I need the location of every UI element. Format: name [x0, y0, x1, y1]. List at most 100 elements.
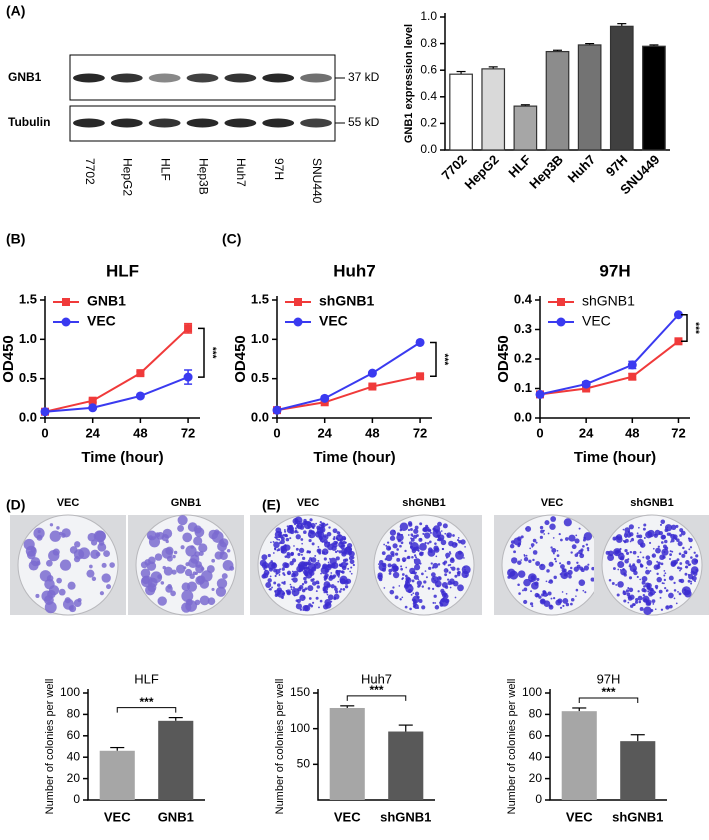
- colony: [193, 536, 203, 546]
- colony: [669, 558, 671, 560]
- colony: [405, 566, 408, 569]
- colony: [642, 556, 645, 559]
- colony: [316, 585, 320, 589]
- colony: [418, 537, 423, 542]
- colony: [274, 574, 277, 578]
- colony: [590, 577, 595, 582]
- colony: [434, 547, 440, 553]
- colony: [513, 537, 522, 546]
- colony: [568, 574, 572, 579]
- colony: [567, 569, 573, 576]
- colony: [623, 593, 626, 596]
- colony: [685, 552, 688, 555]
- colony: [417, 585, 420, 588]
- marker: [88, 396, 97, 405]
- colony: [318, 606, 320, 609]
- y-tick-label: 0.5: [251, 370, 269, 385]
- colony: [165, 546, 174, 555]
- colony: [465, 574, 468, 577]
- colony: [688, 548, 691, 551]
- colony: [643, 536, 646, 540]
- colony: [388, 568, 393, 573]
- colony: [552, 537, 555, 539]
- colony: [690, 582, 693, 585]
- colony: [324, 573, 329, 578]
- colony: [157, 596, 167, 606]
- blot-band: [224, 118, 257, 128]
- colony: [263, 568, 266, 570]
- colony: [664, 587, 667, 590]
- legend-marker: [556, 317, 566, 327]
- colony: [448, 571, 452, 574]
- colony: [407, 588, 412, 594]
- colony: [530, 590, 533, 593]
- colony: [663, 570, 666, 572]
- y-tick-label: 0.3: [514, 321, 532, 336]
- colony: [281, 581, 284, 584]
- colony: [612, 567, 616, 571]
- colony: [419, 552, 423, 556]
- colony: [396, 548, 399, 551]
- marker: [367, 368, 377, 378]
- legend-label: VEC: [582, 313, 611, 329]
- colony: [377, 563, 380, 566]
- colony: [328, 557, 331, 560]
- colony: [195, 564, 204, 574]
- colony: [629, 540, 632, 543]
- colony: [402, 559, 406, 563]
- colony: [171, 569, 177, 575]
- colony: [517, 583, 520, 587]
- colony: [378, 563, 387, 572]
- colony: [679, 534, 682, 537]
- colony: [199, 595, 210, 606]
- colony: [48, 549, 60, 562]
- colony: [349, 570, 352, 573]
- colony: [523, 557, 529, 562]
- colony: [146, 530, 157, 541]
- colony: [641, 580, 646, 585]
- colony: [172, 554, 176, 559]
- colony: [658, 589, 663, 594]
- colony: [523, 554, 526, 557]
- colony: [421, 572, 424, 576]
- bar: [99, 750, 135, 800]
- bar: [513, 105, 538, 151]
- colony: [621, 552, 624, 555]
- colony: [687, 579, 691, 583]
- colony: [649, 569, 652, 572]
- colony: [311, 542, 315, 546]
- colony: [529, 602, 534, 606]
- colony: [608, 578, 612, 582]
- colony: [307, 561, 312, 566]
- colony: [341, 565, 347, 571]
- colony: [632, 568, 637, 572]
- x-tick-label: GNB1: [158, 809, 194, 824]
- colony: [423, 532, 431, 539]
- colony: [186, 581, 198, 592]
- colony: [284, 555, 288, 558]
- y-tick-label: 1.5: [19, 291, 37, 306]
- colony: [456, 567, 460, 571]
- colony: [413, 554, 417, 557]
- colony: [400, 565, 403, 568]
- series-line: [539, 340, 680, 396]
- legend-label: VEC: [319, 313, 348, 329]
- colony: [348, 556, 353, 560]
- colony: [261, 554, 268, 561]
- colony: [648, 587, 653, 592]
- x-tick-label: HepG2: [462, 152, 502, 192]
- colony: [49, 523, 54, 527]
- marker: [40, 407, 50, 417]
- colony: [301, 542, 303, 545]
- colony: [539, 525, 544, 530]
- x-tick-label: HLF: [505, 152, 534, 181]
- colony: [681, 553, 686, 558]
- colony: [427, 587, 431, 590]
- bar: [620, 741, 656, 800]
- colony: [59, 559, 72, 571]
- plate-label: VEC: [57, 497, 80, 509]
- colony: [292, 586, 295, 589]
- colony: [555, 560, 558, 563]
- colony: [432, 527, 436, 531]
- colony: [638, 600, 642, 604]
